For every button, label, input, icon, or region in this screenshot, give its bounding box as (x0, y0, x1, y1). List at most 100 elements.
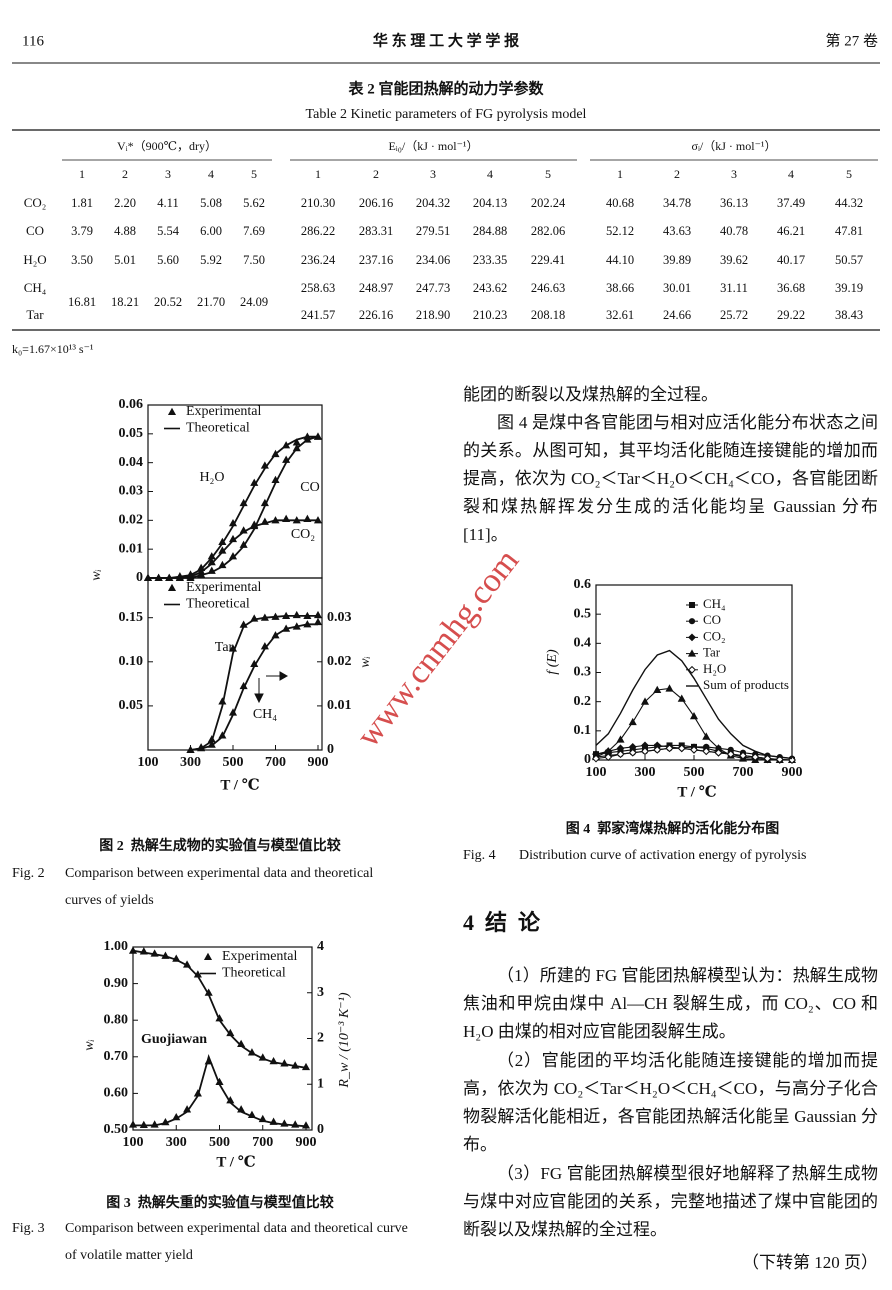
legend-label: Sum of products (703, 677, 789, 692)
legend-label: CO (703, 612, 721, 627)
table-cell: 7.50 (243, 253, 265, 267)
x-axis-label: T / ℃ (216, 1154, 255, 1170)
experimental-point (161, 951, 170, 959)
table-cell: 38.66 (606, 281, 634, 295)
experimental-point (197, 567, 206, 575)
y-tick-label: 0.6 (574, 577, 592, 592)
table-cell: 210.23 (473, 308, 507, 322)
x-axis-label: T / ℃ (677, 784, 716, 800)
table-column-header: 5 (846, 167, 852, 181)
experimental-point (161, 1117, 170, 1126)
experimental-point (303, 514, 312, 522)
experimental-point (239, 620, 248, 628)
legend-label: Experimental (186, 580, 262, 595)
legend-symbol (167, 583, 177, 592)
experimental-point (250, 659, 259, 668)
legend-symbol (688, 665, 696, 674)
experimental-point (313, 610, 323, 619)
experimental-point (291, 1061, 300, 1069)
x-tick-label: 700 (252, 1135, 273, 1150)
experimental-point (197, 744, 206, 752)
table-cell: 5.08 (200, 196, 222, 210)
y-tick-label: 0.02 (119, 513, 144, 528)
table-cell: 24.09 (240, 295, 268, 309)
table-cell: 31.11 (720, 281, 748, 295)
experimental-point (260, 517, 269, 525)
experimental-point (218, 560, 227, 569)
experimental-point (204, 988, 213, 996)
experimental-point (193, 1089, 202, 1097)
legend-symbol (203, 952, 213, 961)
experimental-point (193, 970, 202, 978)
experimental-point (260, 461, 269, 469)
data-point (763, 754, 772, 763)
table-cell: 241.57 (301, 308, 335, 322)
y-tick-label: 0.60 (104, 1086, 129, 1101)
table-row-label: Tar (26, 307, 44, 322)
table-cell: 36.13 (720, 196, 748, 210)
data-point (641, 747, 649, 756)
experimental-point (271, 612, 280, 620)
data-point (616, 735, 625, 743)
legend-symbol (688, 618, 696, 625)
experimental-point (282, 455, 291, 463)
x-tick-label: 500 (223, 755, 244, 770)
table-cell: 5.60 (157, 253, 179, 267)
table-group-header: Vᵢ*（900℃，dry） (117, 139, 217, 153)
y2-tick-label: 3 (317, 985, 324, 1000)
y-tick-label: 0.50 (104, 1122, 129, 1137)
y-tick-label: 1.00 (104, 939, 129, 954)
figure-caption: 图 2 热解生成物的实验值与模型值比较 (99, 839, 341, 854)
y2-tick-label: 2 (317, 1031, 324, 1046)
y-tick-label: 0.04 (119, 455, 144, 470)
y2-tick-label: 1 (317, 1076, 324, 1091)
table-cell: 258.63 (301, 281, 335, 295)
x-tick-label: 300 (166, 1135, 187, 1150)
table-note: k₀=1.67×10¹³ s⁻¹ (12, 342, 94, 356)
table-column-header: 5 (545, 167, 551, 181)
y-tick-label: 0.5 (574, 606, 592, 621)
table-cell: 279.51 (416, 224, 450, 238)
x-axis-label: T / ℃ (220, 777, 259, 793)
table-column-header: 1 (617, 167, 623, 181)
curve (133, 1053, 307, 1128)
table-row-label: CH₄ (24, 280, 47, 295)
table-cell: 34.78 (663, 196, 691, 210)
table-cell: 229.41 (531, 253, 565, 267)
table-column-header: 2 (122, 167, 128, 181)
table-cell: 39.19 (835, 281, 863, 295)
table-column-header: 1 (79, 167, 85, 181)
table-cell: 21.70 (197, 295, 225, 309)
y2-tick-label: 4 (317, 939, 324, 954)
experimental-point (313, 617, 323, 626)
table-cell: 286.22 (301, 224, 335, 238)
data-point (628, 717, 637, 726)
table-column-header: 3 (430, 167, 436, 181)
legend-symbol (687, 649, 697, 657)
table-column-header: 1 (315, 167, 321, 181)
table-column-header: 2 (674, 167, 680, 181)
table-cell: 5.54 (157, 224, 180, 238)
experimental-point (271, 449, 280, 458)
data-point (714, 748, 723, 757)
table-cell: 39.62 (720, 253, 748, 267)
section-heading: 4 结 论 (463, 910, 541, 935)
y-tick-label: 0.05 (119, 426, 144, 441)
experimental-point (172, 954, 181, 962)
table-cell: 38.43 (835, 308, 863, 322)
experimental-point (282, 441, 291, 449)
experimental-point (282, 624, 291, 632)
experimental-point (226, 1028, 235, 1037)
table-cell: 44.32 (835, 196, 863, 210)
figure-label: Fig. 4 (463, 848, 496, 863)
y-tick-label: 0.2 (574, 694, 592, 709)
x-tick-label: 100 (123, 1135, 144, 1150)
curve (595, 649, 793, 760)
experimental-point (271, 631, 280, 639)
table-cell: 4.11 (157, 196, 178, 210)
data-point (677, 694, 686, 702)
data-point (751, 753, 760, 761)
experimental-point (215, 1077, 224, 1086)
table-group-header: Eᵢ₀/（kJ · mol⁻¹） (388, 139, 478, 153)
